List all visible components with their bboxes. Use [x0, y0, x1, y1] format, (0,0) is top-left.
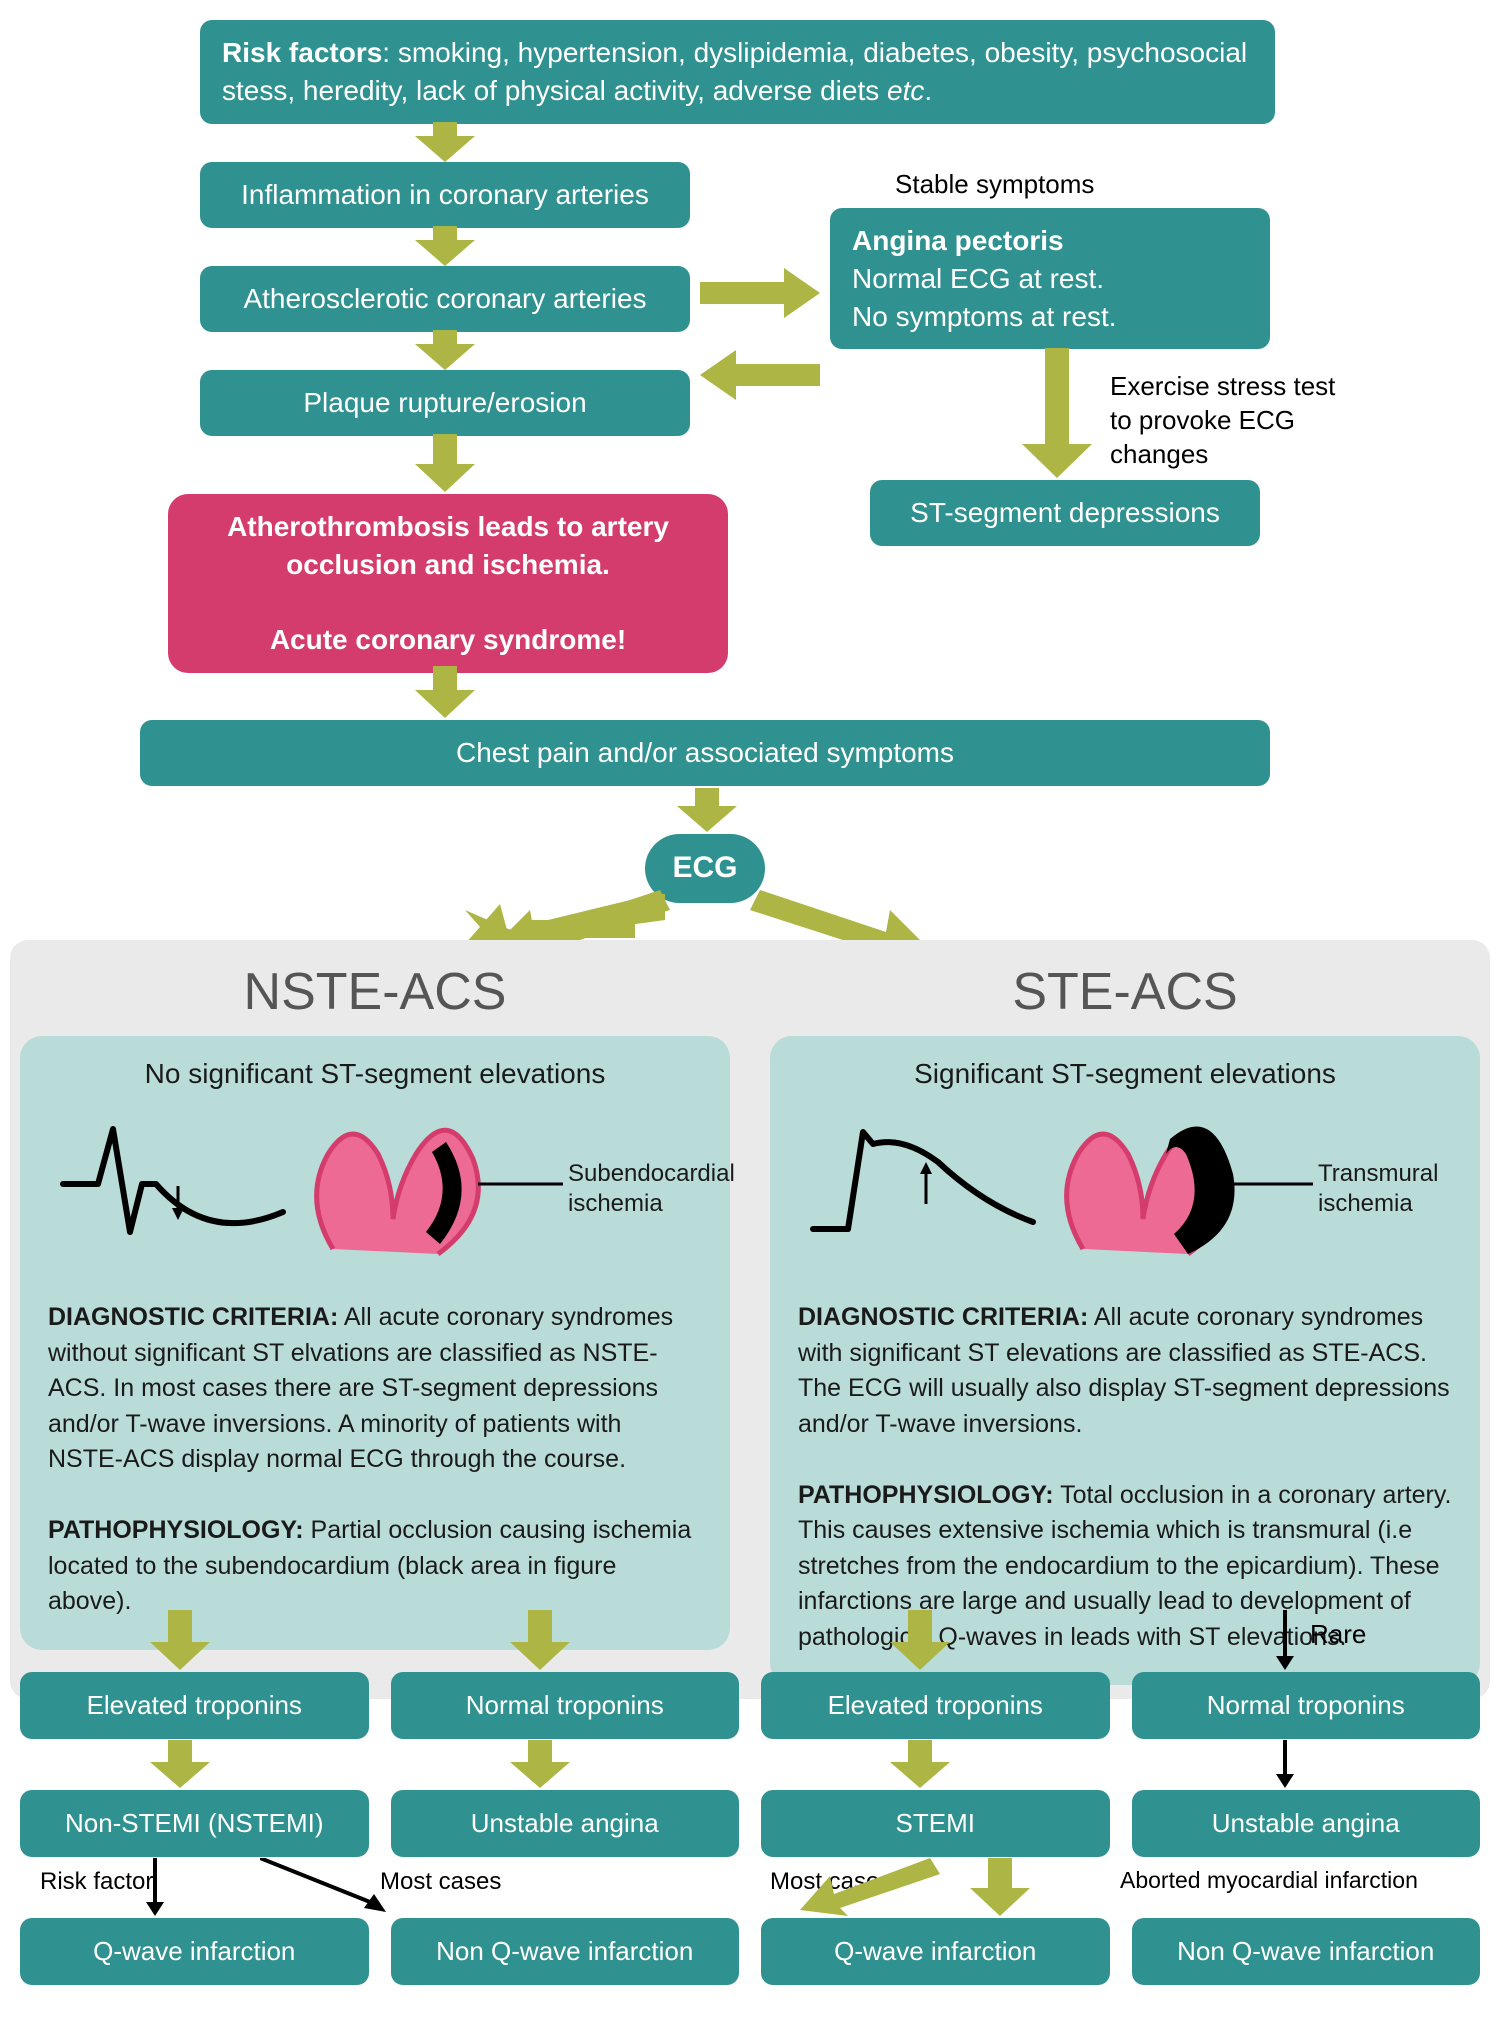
nste-sub: No significant ST-segment elevations — [48, 1058, 702, 1090]
troponin-row: Elevated troponins Normal troponins Elev… — [20, 1672, 1480, 1739]
arrow-left-icon — [700, 350, 820, 400]
risk-prefix: Risk factors — [222, 37, 382, 68]
ste-panel: STE-ACS Significant ST-segment elevation… — [760, 940, 1490, 1685]
arrow-down-icon — [150, 1740, 210, 1788]
arrow-down-icon — [890, 1740, 950, 1788]
pointer-line-icon — [478, 1174, 568, 1194]
nste-panel: NSTE-ACS No significant ST-segment eleva… — [10, 940, 740, 1685]
risk-factors-box: Risk factors: smoking, hypertension, dys… — [200, 20, 1275, 124]
ecg-wave-icon — [58, 1114, 288, 1264]
nste-desc: DIAGNOSTIC CRITERIA: All acute coronary … — [48, 1300, 702, 1620]
ste-norm-box: Normal troponins — [1132, 1672, 1481, 1739]
arrow-down-icon — [510, 1740, 570, 1788]
ecg-wave-icon — [808, 1114, 1038, 1264]
ste-diag-label: DIAGNOSTIC CRITERIA: — [798, 1303, 1088, 1331]
nste-illustration: Subendocardial ischemia — [48, 1104, 702, 1284]
angina-l2: No symptoms at rest. — [852, 301, 1117, 332]
arrow-down-icon — [677, 788, 737, 832]
panels-container: NSTE-ACS No significant ST-segment eleva… — [10, 940, 1490, 1699]
most-cases-1: Most cases — [380, 1866, 501, 1897]
arrow-down-icon — [970, 1858, 1030, 1916]
arrow-down-icon — [415, 666, 475, 718]
diag-row: Non-STEMI (NSTEMI) Unstable angina STEMI… — [20, 1790, 1480, 1857]
angina-l1: Normal ECG at rest. — [852, 263, 1104, 294]
ste-path-label: PATHOPHYSIOLOGY: — [798, 1481, 1054, 1509]
ste-illustration: Transmural ischemia — [798, 1104, 1452, 1284]
heart-icon — [1048, 1104, 1238, 1274]
qwave-row: Q-wave infarction Non Q-wave infarction … — [20, 1918, 1480, 1985]
nste-diag-label: DIAGNOSTIC CRITERIA: — [48, 1303, 338, 1331]
unstable1-box: Unstable angina — [391, 1790, 740, 1857]
stable-symptoms-label: Stable symptoms — [895, 168, 1094, 202]
arrow-thin-down-icon — [1270, 1740, 1300, 1788]
pointer-line-icon — [1228, 1174, 1318, 1194]
nstemi-box: Non-STEMI (NSTEMI) — [20, 1790, 369, 1857]
acs-box: Atherothrombosis leads to artery occlusi… — [168, 494, 728, 673]
nste-title: NSTE-ACS — [20, 962, 730, 1022]
ste-desc: DIAGNOSTIC CRITERIA: All acute coronary … — [798, 1300, 1452, 1655]
arrow-down-icon — [415, 226, 475, 266]
risk-etc: etc — [887, 75, 924, 106]
ste-sub: Significant ST-segment elevations — [798, 1058, 1452, 1090]
ste-elev-box: Elevated troponins — [761, 1672, 1110, 1739]
ste-illus-label: Transmural ischemia — [1318, 1159, 1478, 1219]
ste-nonq-box: Non Q-wave infarction — [1132, 1918, 1481, 1985]
ste-inner: Significant ST-segment elevations Tran — [770, 1036, 1480, 1685]
acs-l1: Atherothrombosis leads to artery occlusi… — [227, 511, 669, 580]
plaque-box: Plaque rupture/erosion — [200, 370, 690, 436]
risk-factor-label: Risk factor — [40, 1866, 153, 1897]
acs-l2: Acute coronary syndrome! — [270, 624, 626, 655]
arrow-down-icon — [415, 330, 475, 370]
arrow-thin-diag-icon — [260, 1858, 390, 1916]
nste-elev-box: Elevated troponins — [20, 1672, 369, 1739]
chest-pain-box: Chest pain and/or associated symptoms — [140, 720, 1270, 786]
arrow-down-right-icon — [1022, 348, 1092, 478]
rare-label: Rare — [1310, 1618, 1366, 1652]
unstable2-box: Unstable angina — [1132, 1790, 1481, 1857]
nste-nonq-box: Non Q-wave infarction — [391, 1918, 740, 1985]
angina-box: Angina pectoris Normal ECG at rest. No s… — [830, 208, 1270, 349]
nste-illus-label: Subendocardial ischemia — [568, 1159, 748, 1219]
arrow-down-icon — [415, 122, 475, 162]
nste-path-label: PATHOPHYSIOLOGY: — [48, 1516, 304, 1544]
st-dep-box: ST-segment depressions — [870, 480, 1260, 546]
nste-inner: No significant ST-segment elevations S — [20, 1036, 730, 1650]
arrow-right-icon — [700, 268, 820, 318]
nste-norm-box: Normal troponins — [391, 1672, 740, 1739]
inflammation-box: Inflammation in coronary arteries — [200, 162, 690, 228]
stemi-box: STEMI — [761, 1790, 1110, 1857]
ste-q-box: Q-wave infarction — [761, 1918, 1110, 1985]
athero-box: Atherosclerotic coronary arteries — [200, 266, 690, 332]
exercise-label: Exercise stress test to provoke ECG chan… — [1110, 370, 1350, 471]
nste-q-box: Q-wave infarction — [20, 1918, 369, 1985]
ecg-box: ECG — [645, 834, 765, 903]
most-cases-2: Most cases — [770, 1866, 891, 1897]
angina-title: Angina pectoris — [852, 225, 1064, 256]
ste-title: STE-ACS — [770, 962, 1480, 1022]
heart-icon — [298, 1104, 488, 1274]
aborted-label: Aborted myocardial infarction — [1120, 1866, 1418, 1896]
arrow-down-icon — [415, 434, 475, 492]
